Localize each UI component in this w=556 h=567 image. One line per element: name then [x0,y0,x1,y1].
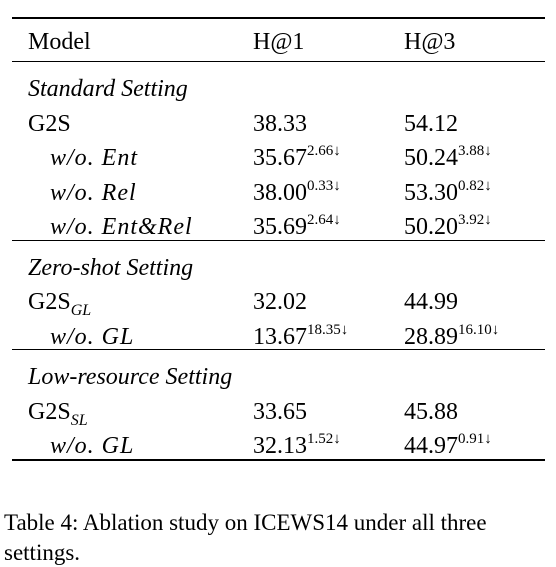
score: 28.89 [404,323,458,350]
score-drop: 3.88↓ [458,143,492,159]
score: 45.88 [404,398,458,425]
score-cell: 32.131.52↓ [253,432,341,460]
score-cell: 50.203.92↓ [404,213,492,241]
score-cell: 54.12 [404,110,458,138]
score: 33.65 [253,398,307,425]
section-rule [12,61,545,62]
model-cell: w/o. Ent&Rel [50,213,193,241]
score-cell: 45.88 [404,398,458,426]
score: 32.02 [253,289,307,315]
score: 50.20 [404,214,458,240]
section-title: Low-resource Setting [28,364,233,390]
score-cell: 35.692.64↓ [253,213,341,241]
model-cell: G2S [28,110,71,138]
model-subscript: GL [70,302,92,319]
score-drop: 3.92↓ [458,212,492,228]
top-rule [12,17,545,19]
header-h1: H@1 [253,29,305,55]
score-drop: 1.52↓ [307,431,341,447]
score: 54.12 [404,110,458,137]
model-cell: w/o. GL [50,323,134,351]
model-cell: w/o. GL [50,432,134,460]
model-name: w/o. Ent [50,145,139,171]
score: 35.69 [253,214,307,240]
score-drop: 2.64↓ [307,212,341,228]
score: 38.33 [253,110,307,137]
score-drop: 16.10↓ [458,321,500,338]
score: 44.97 [404,433,458,459]
score-cell: 38.000.33↓ [253,177,341,207]
section-title: Standard Setting [28,76,188,102]
score: 44.99 [404,289,458,315]
score-cell: 53.300.82↓ [404,177,492,207]
score-drop: 18.35↓ [307,321,349,338]
score-cell: 35.672.66↓ [253,144,341,172]
model-name: w/o. Rel [50,179,137,206]
section-title: Zero-shot Setting [28,254,194,281]
model-cell: G2SGL [28,288,92,319]
score-drop: 2.66↓ [307,143,341,159]
model-name: G2S [28,289,71,315]
header-model: Model [28,29,91,55]
model-name: G2S [28,110,71,137]
score-cell: 13.6718.35↓ [253,321,349,351]
score-cell: 44.99 [404,288,458,316]
score: 32.13 [253,433,307,459]
model-name: G2S [28,398,71,425]
header-h3: H@3 [404,29,456,55]
score-drop: 0.33↓ [307,177,341,194]
section-rule [12,349,545,350]
score-drop: 0.82↓ [458,177,492,194]
score-cell: 44.970.91↓ [404,432,492,460]
model-cell: w/o. Ent [50,144,138,172]
model-cell: G2SSL [28,398,88,429]
score-cell: 32.02 [253,288,307,316]
model-cell: w/o. Rel [50,179,137,207]
score-cell: 50.243.88↓ [404,144,492,172]
score: 35.67 [253,145,307,171]
bottom-rule [12,458,545,461]
score: 13.67 [253,323,307,350]
caption: Table 4: Ablation study on ICEWS14 under… [4,510,487,565]
model-name: w/o. GL [50,323,135,350]
score-cell: 28.8916.10↓ [404,321,500,351]
score-cell: 33.65 [253,398,307,426]
model-name: w/o. GL [50,433,135,459]
model-name: w/o. Ent&Rel [50,214,193,240]
score: 53.30 [404,179,458,206]
model-subscript: SL [70,411,88,429]
score-drop: 0.91↓ [458,431,492,447]
score: 38.00 [253,179,307,206]
score-cell: 38.33 [253,110,307,138]
score: 50.24 [404,145,458,171]
section-rule [12,239,545,241]
